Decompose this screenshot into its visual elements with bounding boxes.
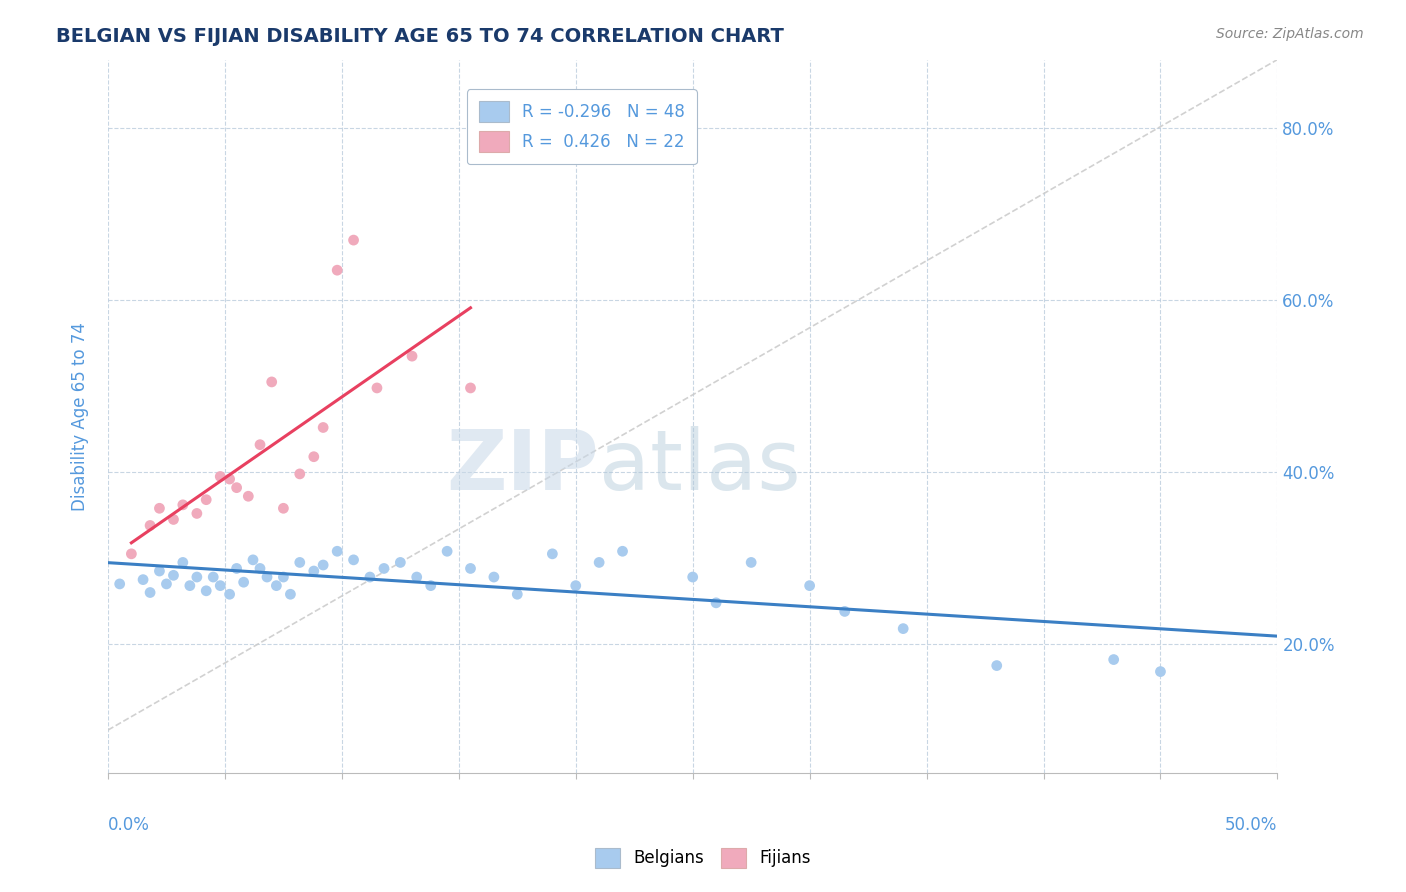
Point	[280, 587, 302, 601]
Point	[225, 561, 247, 575]
Legend: Belgians, Fijians: Belgians, Fijians	[589, 841, 817, 875]
Point	[1102, 652, 1125, 666]
Point	[588, 556, 610, 570]
Point	[172, 498, 194, 512]
Point	[460, 381, 482, 395]
Point	[209, 579, 232, 593]
Point	[564, 579, 586, 593]
Point	[162, 512, 184, 526]
Point	[799, 579, 821, 593]
Text: ZIP: ZIP	[447, 425, 599, 507]
Point	[249, 561, 271, 575]
Point	[195, 583, 218, 598]
Text: Source: ZipAtlas.com: Source: ZipAtlas.com	[1216, 27, 1364, 41]
Point	[342, 233, 364, 247]
Point	[195, 492, 218, 507]
Point	[209, 469, 232, 483]
Point	[148, 564, 170, 578]
Point	[186, 507, 208, 521]
Point	[242, 553, 264, 567]
Point	[288, 556, 311, 570]
Point	[389, 556, 412, 570]
Point	[1149, 665, 1171, 679]
Point	[260, 375, 283, 389]
Point	[401, 349, 423, 363]
Point	[612, 544, 634, 558]
Point	[482, 570, 505, 584]
Point	[108, 577, 131, 591]
Point	[419, 579, 441, 593]
Point	[232, 575, 254, 590]
Point	[256, 570, 278, 584]
Point	[342, 553, 364, 567]
Legend: R = -0.296   N = 48, R =  0.426   N = 22: R = -0.296 N = 48, R = 0.426 N = 22	[467, 89, 697, 164]
Point	[273, 501, 295, 516]
Point	[139, 585, 162, 599]
Point	[218, 472, 240, 486]
Point	[266, 579, 288, 593]
Point	[891, 622, 914, 636]
Point	[225, 481, 247, 495]
Point	[436, 544, 458, 558]
Point	[288, 467, 311, 481]
Point	[682, 570, 704, 584]
Point	[155, 577, 177, 591]
Point	[366, 381, 388, 395]
Point	[179, 579, 201, 593]
Point	[172, 556, 194, 570]
Point	[740, 556, 762, 570]
Text: 50.0%: 50.0%	[1225, 816, 1278, 834]
Y-axis label: Disability Age 65 to 74: Disability Age 65 to 74	[72, 322, 89, 511]
Point	[312, 558, 335, 572]
Point	[302, 450, 325, 464]
Point	[704, 596, 727, 610]
Point	[312, 420, 335, 434]
Point	[541, 547, 564, 561]
Point	[132, 573, 155, 587]
Point	[186, 570, 208, 584]
Point	[162, 568, 184, 582]
Text: 0.0%: 0.0%	[108, 816, 150, 834]
Point	[302, 564, 325, 578]
Point	[120, 547, 142, 561]
Point	[834, 604, 856, 618]
Point	[326, 544, 349, 558]
Point	[273, 570, 295, 584]
Point	[139, 518, 162, 533]
Point	[202, 570, 225, 584]
Point	[405, 570, 427, 584]
Point	[238, 489, 260, 503]
Point	[460, 561, 482, 575]
Point	[359, 570, 381, 584]
Point	[373, 561, 395, 575]
Text: BELGIAN VS FIJIAN DISABILITY AGE 65 TO 74 CORRELATION CHART: BELGIAN VS FIJIAN DISABILITY AGE 65 TO 7…	[56, 27, 785, 45]
Point	[148, 501, 170, 516]
Point	[506, 587, 529, 601]
Point	[218, 587, 240, 601]
Point	[326, 263, 349, 277]
Text: atlas: atlas	[599, 425, 801, 507]
Point	[986, 658, 1008, 673]
Point	[249, 438, 271, 452]
